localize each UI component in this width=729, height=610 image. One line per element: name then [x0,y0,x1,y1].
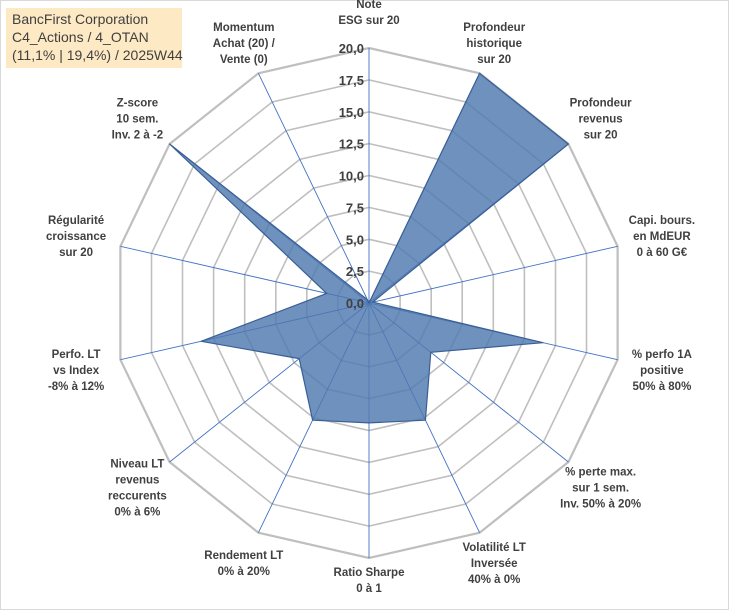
tick-label: 0,0 [346,296,364,311]
tick-label: 10,0 [339,169,364,184]
axis-label-11: Régularité croissance sur 20 [46,215,106,259]
tick-label: 12,5 [339,137,364,152]
radar-tick-labels: 0,0 2,5 5,0 7,5 10,0 12,5 15,0 17,5 20,0 [339,41,364,311]
axis-label-2: Profondeur revenus sur 20 [570,97,632,141]
axis-label-1: Profondeur historique sur 20 [463,22,525,66]
axis-label-8: Rendement LT 0% à 20% [204,550,283,578]
tick-label: 5,0 [346,232,364,247]
tick-label: 20,0 [339,41,364,56]
chart-title-line-1: BancFirst Corporation [12,11,149,27]
chart-title-box: BancFirst Corporation C4_Actions / 4_OTA… [6,8,183,68]
radar-axis-labels: Note ESG sur 20 Profondeur historique sur 20… [46,0,695,595]
axis-label-9: Niveau LT revenus reccurents 0% à 6% [108,459,167,519]
axis-label-0: Note ESG sur 20 [338,0,399,27]
radar-series [169,72,570,424]
tick-label: 17,5 [339,73,364,88]
tick-label: 15,0 [339,105,364,120]
tick-label: 7,5 [346,200,364,215]
spoke-3 [368,245,618,304]
axis-label-7: Ratio Sharpe 0 à 1 [334,567,405,595]
chart-title-line-3: (11,1% | 19,4%) / 2025W44 [12,47,183,63]
axis-label-4: % perfo 1A positive 50% à 80% [632,349,692,393]
axis-label-5: % perte max. sur 1 sem. Inv. 50% à 20% [560,467,641,511]
spoke-13 [257,73,370,304]
axis-label-3: Capi. bours. en MdEUR 0 à 60 G€ [629,215,695,259]
axis-label-10: Perfo. LT vs Index -8% à 12% [48,349,104,393]
axis-label-6: Volatilité LT Inversée 40% à 0% [462,542,525,586]
axis-label-13: Momentum Achat (20) / Vente (0) [213,22,276,66]
tick-label: 2,5 [346,264,364,279]
series-area [169,72,570,424]
axis-label-12: Z-score 10 sem. Inv. 2 à -2 [112,97,164,141]
chart-title-line-2: C4_Actions / 4_OTAN [12,29,149,45]
